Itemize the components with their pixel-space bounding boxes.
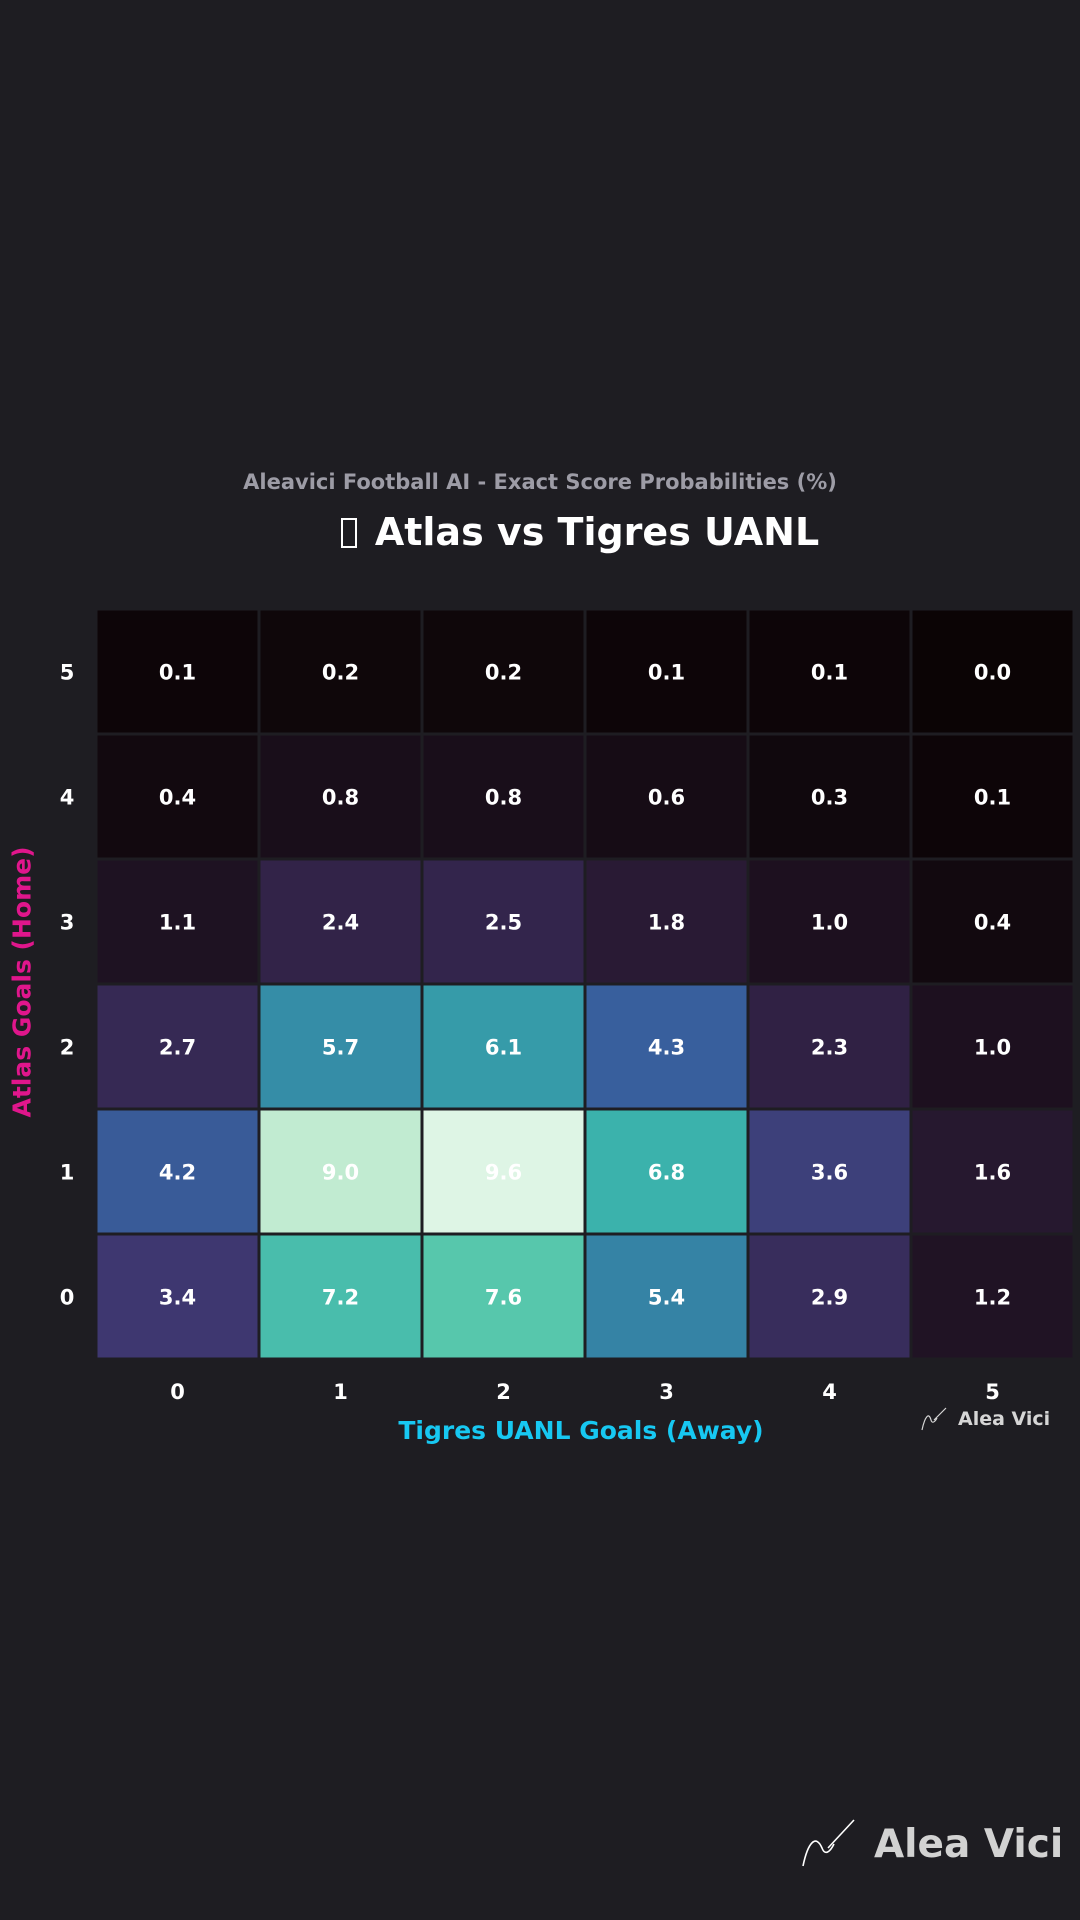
cell-value-label: 2.7 bbox=[159, 1036, 196, 1060]
y-tick-label: 1 bbox=[60, 1161, 75, 1185]
cell-value-label: 1.0 bbox=[811, 911, 848, 935]
cell-value-label: 0.4 bbox=[974, 911, 1011, 935]
heatmap-cell bbox=[583, 857, 750, 986]
heatmap-cell bbox=[420, 982, 587, 1111]
cell-value-label: 1.8 bbox=[648, 911, 685, 935]
y-tick-label: 4 bbox=[60, 786, 75, 810]
heatmap-cell bbox=[94, 1107, 261, 1236]
cell-value-label: 3.4 bbox=[159, 1286, 196, 1310]
cell-value-label: 5.4 bbox=[648, 1286, 685, 1310]
cell-value-label: 0.1 bbox=[648, 661, 685, 685]
heatmap-cell bbox=[257, 1232, 424, 1361]
heatmap-cell bbox=[257, 607, 424, 736]
chart-title-row: Atlas vs Tigres UANL bbox=[0, 510, 1080, 554]
heatmap-cell bbox=[909, 1232, 1076, 1361]
missing-glyph-icon bbox=[340, 518, 357, 548]
heatmap-cell bbox=[583, 1232, 750, 1361]
cell-value-label: 0.0 bbox=[974, 661, 1011, 685]
cell-value-label: 2.9 bbox=[811, 1286, 848, 1310]
small-watermark: Alea Vici bbox=[920, 1406, 1050, 1432]
cell-value-label: 1.1 bbox=[159, 911, 196, 935]
cell-value-label: 9.0 bbox=[322, 1161, 359, 1185]
cell-value-label: 6.8 bbox=[648, 1161, 685, 1185]
x-tick-label: 4 bbox=[822, 1380, 837, 1404]
cell-value-label: 0.1 bbox=[159, 661, 196, 685]
cell-value-label: 2.4 bbox=[322, 911, 359, 935]
y-axis-label: Atlas Goals (Home) bbox=[7, 846, 37, 1118]
heatmap-cell bbox=[420, 857, 587, 986]
heatmap-cell bbox=[583, 1107, 750, 1236]
cell-value-label: 0.8 bbox=[485, 786, 522, 810]
heatmap-cell bbox=[583, 982, 750, 1111]
y-tick-label: 2 bbox=[60, 1036, 75, 1060]
large-watermark-text: Alea Vici bbox=[874, 1821, 1064, 1867]
heatmap-cell bbox=[909, 982, 1076, 1111]
cell-value-label: 1.0 bbox=[974, 1036, 1011, 1060]
x-tick-label: 5 bbox=[985, 1380, 1000, 1404]
cell-value-label: 4.2 bbox=[159, 1161, 196, 1185]
heatmap-cell bbox=[94, 732, 261, 861]
cell-value-label: 0.4 bbox=[159, 786, 196, 810]
cell-value-label: 0.1 bbox=[811, 661, 848, 685]
heatmap-cell bbox=[909, 1107, 1076, 1236]
signature-icon bbox=[921, 1407, 947, 1431]
cell-value-label: 0.2 bbox=[485, 661, 522, 685]
heatmap-cell bbox=[909, 857, 1076, 986]
heatmap-cell bbox=[746, 732, 913, 861]
cell-value-label: 3.6 bbox=[811, 1161, 848, 1185]
cell-value-label: 7.6 bbox=[485, 1286, 522, 1310]
cell-value-label: 2.5 bbox=[485, 911, 522, 935]
heatmap-cell bbox=[257, 857, 424, 986]
signature-icon bbox=[802, 1819, 855, 1867]
heatmap-cell bbox=[257, 732, 424, 861]
cell-value-label: 0.8 bbox=[322, 786, 359, 810]
heatmap-cell bbox=[909, 732, 1076, 861]
heatmap-cell bbox=[257, 982, 424, 1111]
large-watermark: Alea Vici bbox=[800, 1818, 1063, 1870]
cell-value-label: 6.1 bbox=[485, 1036, 522, 1060]
heatmap-cell bbox=[746, 1107, 913, 1236]
heatmap-cell bbox=[746, 857, 913, 986]
cell-value-label: 0.3 bbox=[811, 786, 848, 810]
x-tick-label: 0 bbox=[170, 1380, 185, 1404]
heatmap-cell bbox=[909, 607, 1076, 736]
heatmap-cell bbox=[420, 732, 587, 861]
chart-subtitle: Aleavici Football AI - Exact Score Proba… bbox=[243, 470, 837, 494]
heatmap-cell bbox=[94, 857, 261, 986]
x-axis-label: Tigres UANL Goals (Away) bbox=[398, 1416, 764, 1445]
cell-value-label: 5.7 bbox=[322, 1036, 359, 1060]
cell-value-label: 4.3 bbox=[648, 1036, 685, 1060]
y-tick-label: 3 bbox=[60, 911, 75, 935]
cell-value-label: 0.1 bbox=[974, 786, 1011, 810]
heatmap-cell bbox=[746, 982, 913, 1111]
cell-value-label: 7.2 bbox=[322, 1286, 359, 1310]
cell-value-label: 1.6 bbox=[974, 1161, 1011, 1185]
chart-title: Atlas vs Tigres UANL bbox=[374, 510, 820, 554]
x-tick-label: 1 bbox=[333, 1380, 348, 1404]
cell-value-label: 2.3 bbox=[811, 1036, 848, 1060]
x-tick-label: 2 bbox=[496, 1380, 511, 1404]
cell-value-label: 0.6 bbox=[648, 786, 685, 810]
cell-value-label: 1.2 bbox=[974, 1286, 1011, 1310]
cell-value-label: 9.6 bbox=[485, 1161, 522, 1185]
y-tick-label: 5 bbox=[60, 661, 75, 685]
x-tick-label: 3 bbox=[659, 1380, 674, 1404]
small-watermark-text: Alea Vici bbox=[958, 1408, 1051, 1430]
heatmap-cell bbox=[94, 607, 261, 736]
cell-value-label: 0.2 bbox=[322, 661, 359, 685]
y-tick-label: 0 bbox=[60, 1286, 75, 1310]
